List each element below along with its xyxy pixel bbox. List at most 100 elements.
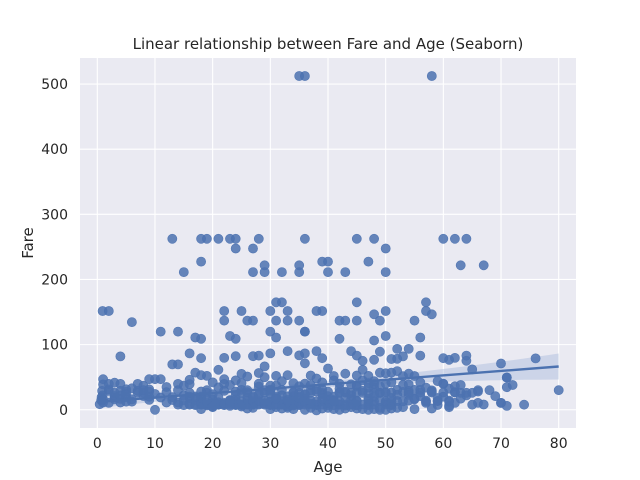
data-point [455,393,466,404]
data-point [213,392,224,403]
data-point [409,315,420,326]
data-point [357,404,368,414]
data-point [438,378,449,389]
data-point [265,404,276,414]
data-point [178,267,189,277]
data-point [271,315,281,326]
data-point [357,385,368,396]
x-tick-label: 30 [261,436,279,452]
data-point [271,332,281,343]
data-point [351,233,362,244]
data-point [340,368,351,379]
data-point [444,354,454,365]
data-point [415,350,426,361]
data-point [259,361,270,372]
data-point [438,233,449,244]
y-tick-label: 100 [41,338,68,354]
data-point [386,393,397,403]
data-point [340,403,351,414]
data-point [115,351,126,362]
data-point [242,371,253,382]
x-tick-label: 70 [492,436,510,452]
data-point [299,71,310,81]
data-point [248,243,258,254]
data-point [351,315,362,326]
data-point [265,306,276,316]
data-point [478,399,489,410]
data-point [126,317,137,327]
x-tick-label: 80 [550,436,568,452]
data-point [259,267,270,277]
data-point [173,359,183,370]
data-point [294,315,305,326]
data-point [219,315,230,326]
data-point [519,399,529,410]
data-point [196,404,206,414]
data-point [426,71,437,81]
data-point [213,233,224,244]
x-tick-labels: 0 10 20 30 40 50 60 70 80 [93,436,568,452]
data-point [311,346,322,356]
scatter-points [94,71,564,416]
data-point [374,395,385,406]
data-point [530,353,541,364]
data-point [103,306,114,316]
x-tick-label: 20 [204,436,222,452]
data-point [225,395,235,406]
data-point [369,309,379,320]
data-point [409,393,420,404]
x-tick-label: 60 [434,436,452,452]
data-point [259,372,270,383]
data-point [392,353,403,364]
data-point [196,256,206,267]
regression-line-group [99,365,559,403]
data-point [323,256,333,267]
data-point [432,393,443,403]
data-point [201,233,212,244]
data-point [248,315,258,326]
x-tick-label: 0 [93,436,102,452]
data-point [138,385,149,396]
data-point [426,403,437,414]
data-point [363,393,374,404]
data-point [173,326,183,337]
data-point [380,306,391,316]
data-point [282,395,293,405]
data-point [386,403,397,414]
data-point [299,233,310,244]
data-point [380,267,391,277]
data-point [276,267,287,277]
y-tick-label: 200 [41,272,68,288]
regression-line [99,365,559,403]
data-point [374,346,385,357]
data-point [415,332,426,343]
data-point [380,331,391,341]
data-point [317,306,328,316]
data-point [369,354,379,365]
data-point [380,243,391,254]
data-point [340,315,351,326]
data-point [299,358,310,369]
data-point [150,404,160,415]
x-axis-label: Age [313,458,342,476]
data-point [184,374,195,385]
data-point [207,401,218,412]
data-point [340,393,351,403]
data-point [311,386,322,397]
data-point [155,374,166,385]
data-point [236,306,247,316]
data-point [294,267,305,277]
data-point [455,260,466,271]
data-point [294,350,305,361]
data-point [276,376,287,386]
data-point [253,350,264,361]
data-point [282,346,293,356]
data-point [265,326,276,337]
data-point [299,326,310,337]
data-point [207,377,218,388]
data-point [398,396,408,407]
data-point [426,386,437,397]
data-point [288,404,299,414]
data-point [230,333,241,344]
